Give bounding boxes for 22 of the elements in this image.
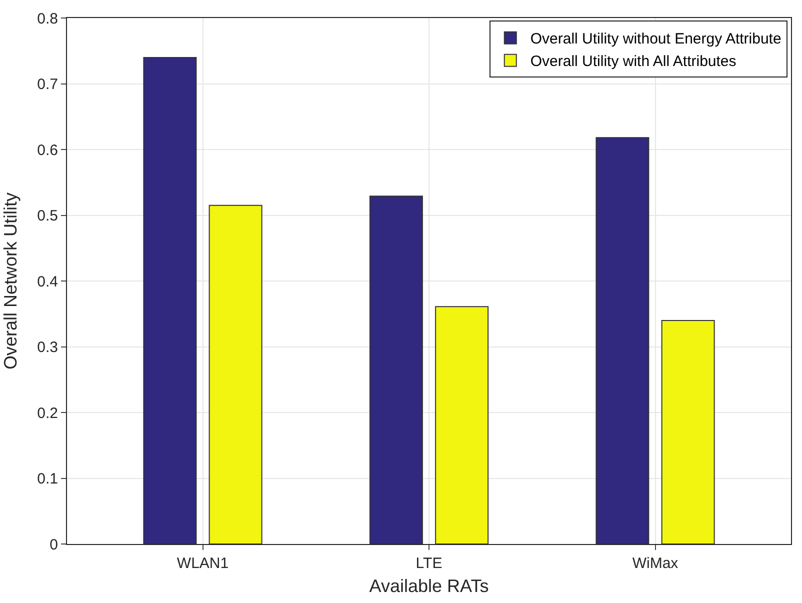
- legend-label: Overall Utility without Energy Attribute: [530, 30, 782, 48]
- y-tick-label: 0.8: [37, 10, 58, 28]
- x-tick-label: LTE: [416, 555, 442, 572]
- y-tick-label: 0.4: [37, 273, 58, 290]
- y-tick-label: 0.6: [37, 142, 58, 159]
- y-tick-label: 0: [50, 536, 58, 554]
- legend-label: Overall Utility with All Attributes: [530, 53, 736, 70]
- bar: [369, 196, 423, 544]
- x-tick-label: WLAN1: [176, 555, 229, 572]
- bar: [661, 320, 715, 544]
- y-axis-title: Overall Network Utility: [0, 192, 20, 370]
- bar: [143, 56, 197, 544]
- y-tick-label: 0.2: [37, 404, 58, 422]
- bar: [596, 137, 650, 544]
- bar: [435, 306, 489, 544]
- y-tick-label: 0.1: [37, 470, 58, 488]
- bar: [208, 204, 262, 544]
- y-tick-label: 0.5: [37, 208, 58, 224]
- x-tick-label: WiMax: [632, 555, 679, 572]
- x-axis-title: Available RATs: [369, 576, 489, 596]
- y-tick-label: 0.3: [37, 339, 58, 356]
- y-tick-label: 0.7: [37, 76, 58, 93]
